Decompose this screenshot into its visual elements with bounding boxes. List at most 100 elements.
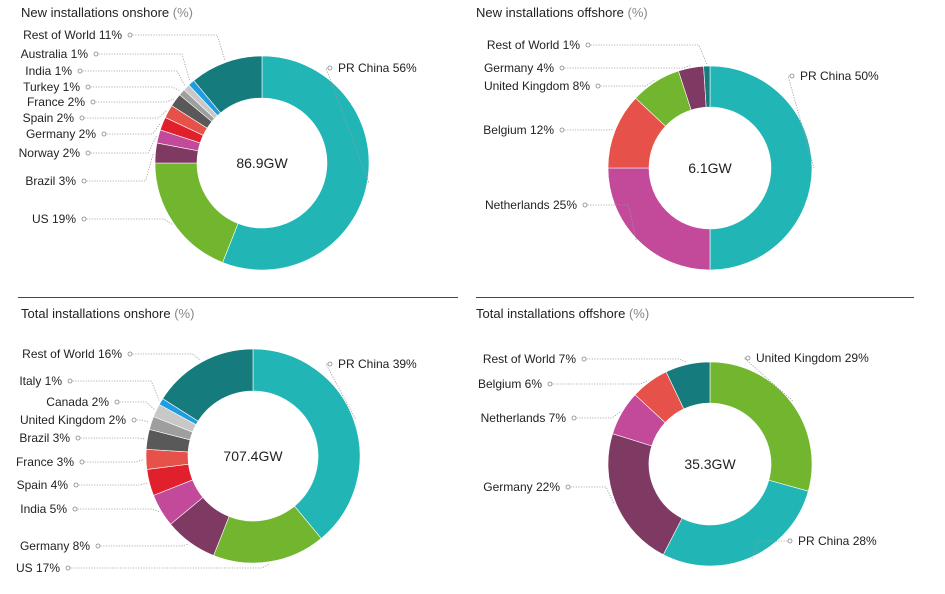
leader-dot-rest-of-world (582, 357, 586, 361)
leader-dot-netherlands (583, 203, 587, 207)
center-total-label: 6.1GW (688, 160, 732, 176)
slice-label-pr-china: PR China 50% (800, 69, 879, 83)
leader-dot-us (66, 566, 70, 570)
slice-label-turkey: Turkey 1% (23, 80, 80, 94)
chart-title: New installations offshore (%) (476, 5, 648, 20)
leader-line-india (75, 509, 159, 511)
slice-label-netherlands: Netherlands 7% (481, 411, 567, 425)
leader-dot-pr-china (328, 66, 332, 70)
slice-label-pr-china: PR China 39% (338, 357, 417, 371)
leader-dot-rest-of-world (586, 43, 590, 47)
leader-line-brazil (78, 438, 145, 439)
slice-label-pr-china: PR China 28% (798, 534, 877, 548)
slice-netherlands (608, 168, 710, 270)
leader-dot-united-kingdom (596, 84, 600, 88)
leader-dot-spain (80, 116, 84, 120)
slice-label-france: France 2% (27, 95, 85, 109)
donut-chart-total-installations-offshore: Total installations offshore (%) United K… (476, 306, 877, 566)
chart-title: Total installations onshore (%) (21, 306, 194, 321)
slice-label-spain: Spain 2% (23, 111, 75, 125)
leader-line-netherlands (574, 412, 620, 418)
slice-label-us: US 19% (32, 212, 76, 226)
slice-label-united-kingdom: United Kingdom 29% (756, 351, 869, 365)
leader-line-germany (98, 544, 189, 546)
leader-dot-france (91, 100, 95, 104)
leader-line-brazil (84, 153, 153, 181)
leader-line-united-kingdom (598, 80, 654, 86)
leader-line-france (93, 99, 174, 102)
leader-dot-spain (74, 483, 78, 487)
leader-line-rest-of-world (588, 45, 707, 64)
slice-germany (608, 434, 682, 555)
leader-line-spain (82, 110, 166, 118)
slice-label-germany: Germany 2% (26, 127, 96, 141)
section-divider-right (476, 297, 914, 298)
slice-label-rest-of-world: Rest of World 16% (22, 347, 122, 361)
leader-dot-united-kingdom (132, 418, 136, 422)
slice-label-united-kingdom: United Kingdom 2% (20, 413, 126, 427)
leader-line-us (84, 219, 172, 224)
leader-line-germany (568, 487, 614, 504)
slice-label-germany: Germany 4% (484, 61, 554, 75)
leader-line-australia (96, 54, 190, 81)
leader-dot-rest-of-world (128, 33, 132, 37)
slice-label-netherlands: Netherlands 25% (485, 198, 577, 212)
leader-dot-turkey (86, 85, 90, 89)
leader-dot-germany (102, 132, 106, 136)
leader-dot-canada (115, 400, 119, 404)
chart-title: Total installations offshore (%) (476, 306, 649, 321)
leader-dot-india (78, 69, 82, 73)
leader-dot-brazil (82, 179, 86, 183)
slice-label-rest-of-world: Rest of World 1% (487, 38, 580, 52)
leader-line-germany (104, 123, 161, 134)
section-divider-left (18, 297, 458, 298)
chart-title: New installations onshore (%) (21, 5, 193, 20)
leader-line-spain (76, 483, 147, 485)
leader-dot-belgium (560, 128, 564, 132)
leader-dot-netherlands (572, 416, 576, 420)
leader-dot-rest-of-world (128, 352, 132, 356)
leader-line-belgium (550, 380, 648, 384)
leader-line-germany (562, 66, 691, 68)
slice-pr-china (253, 349, 360, 538)
leader-dot-france (80, 460, 84, 464)
center-total-label: 35.3GW (684, 456, 736, 472)
donut-chart-new-installations-onshore: New installations onshore (%) PR China 56… (19, 5, 417, 270)
slice-label-canada: Canada 2% (46, 395, 109, 409)
leader-line-rest-of-world (584, 359, 687, 363)
slice-label-norway: Norway 2% (19, 146, 81, 160)
slice-label-belgium: Belgium 6% (478, 377, 542, 391)
slice-label-spain: Spain 4% (17, 478, 69, 492)
leader-line-us (68, 564, 270, 568)
donut-chart-new-installations-offshore: New installations offshore (%) PR China 5… (476, 5, 879, 270)
leader-dot-pr-china (328, 362, 332, 366)
slice-label-india: India 1% (25, 64, 72, 78)
leader-dot-belgium (548, 382, 552, 386)
donut-chart-total-installations-onshore: Total installations onshore (%) PR China … (16, 306, 417, 575)
leader-line-rest-of-world (130, 354, 200, 360)
leader-line-norway (88, 136, 156, 153)
slice-us (155, 163, 238, 262)
slice-label-pr-china: PR China 56% (338, 61, 417, 75)
slice-label-france: France 3% (16, 455, 74, 469)
leader-dot-germany (566, 485, 570, 489)
chart-unit: (%) (629, 306, 649, 321)
leader-line-turkey (88, 87, 180, 91)
leader-dot-india (73, 507, 77, 511)
slice-pr-china (663, 480, 808, 566)
leader-dot-pr-china (788, 539, 792, 543)
leader-dot-germany (96, 544, 100, 548)
slice-label-brazil: Brazil 3% (19, 431, 70, 445)
leader-line-rest-of-world (130, 35, 225, 60)
slice-label-india: India 5% (20, 502, 67, 516)
slice-label-germany: Germany 8% (20, 539, 90, 553)
leader-dot-germany (560, 66, 564, 70)
slice-label-brazil: Brazil 3% (25, 174, 76, 188)
slice-label-belgium: Belgium 12% (483, 123, 554, 137)
slice-label-australia: Australia 1% (21, 47, 89, 61)
slice-label-italy: Italy 1% (19, 374, 62, 388)
slice-label-us: US 17% (16, 561, 60, 575)
slice-label-rest-of-world: Rest of World 7% (483, 352, 576, 366)
chart-unit: (%) (628, 5, 648, 20)
leader-line-india (80, 71, 185, 86)
